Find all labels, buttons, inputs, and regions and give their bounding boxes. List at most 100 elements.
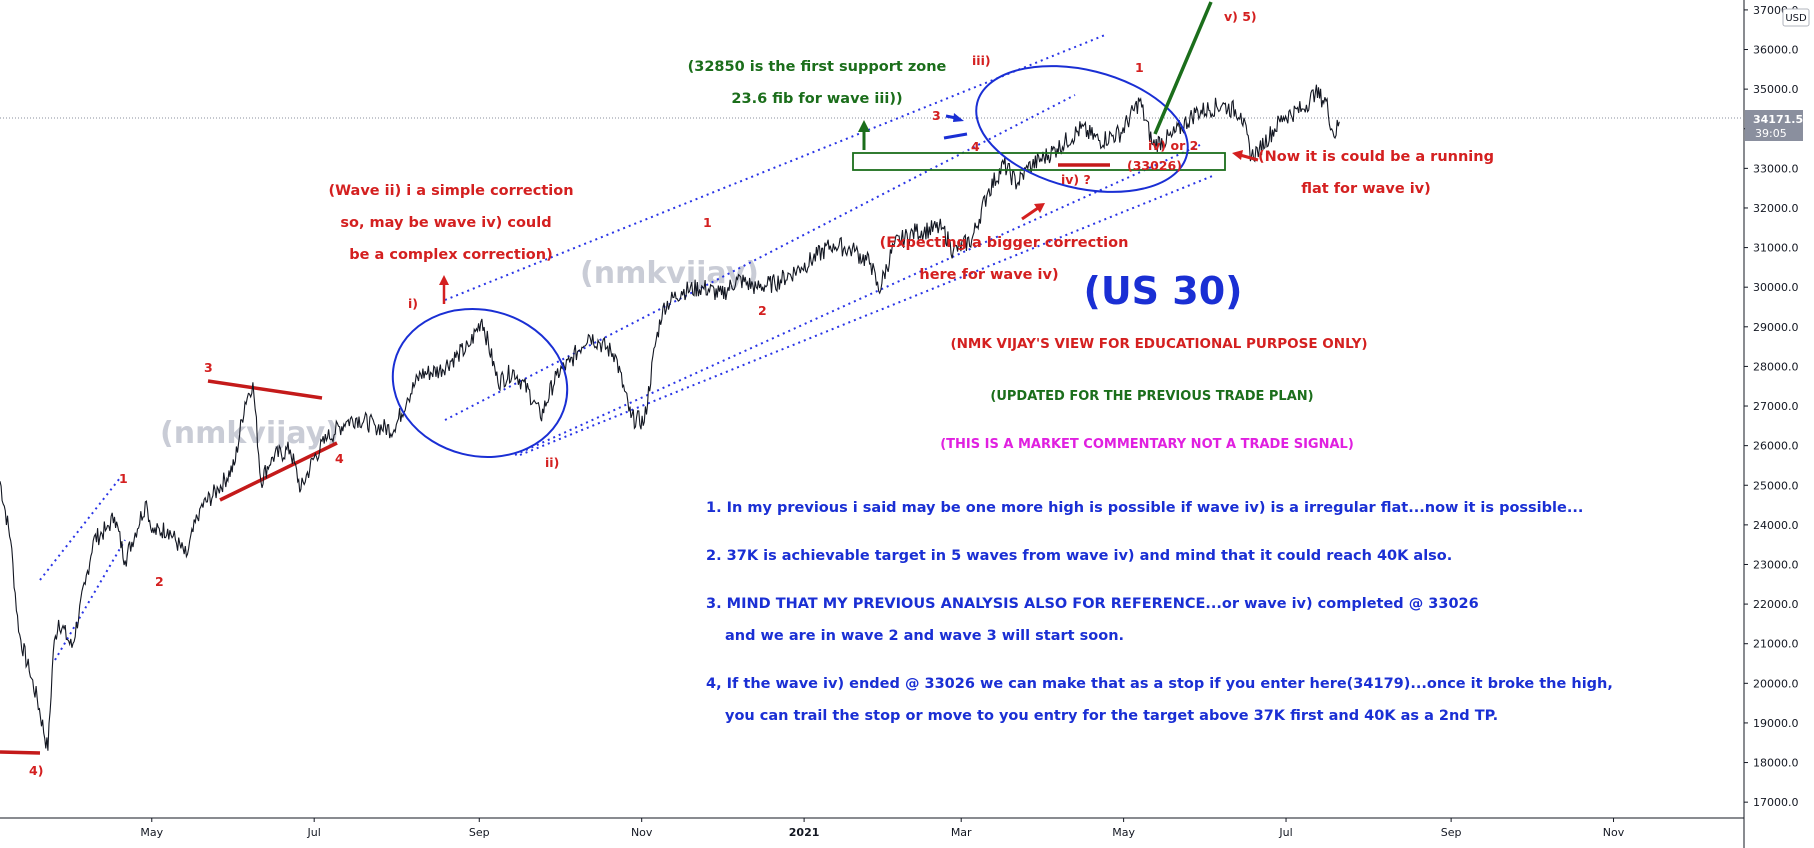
y-tick-label: 32000.0 bbox=[1753, 202, 1799, 215]
projection-line[interactable] bbox=[1153, 1, 1213, 135]
blue-segment bbox=[943, 132, 968, 140]
channel-lower-2[interactable] bbox=[519, 174, 1216, 456]
annotation-wave-ii-2: so, may be wave iv) could bbox=[340, 215, 551, 231]
annotation-running-flat-2: flat for wave iv) bbox=[1301, 181, 1431, 197]
wave-iv-ellipse[interactable] bbox=[963, 46, 1201, 213]
annotation-bigger-correction-1: (Expecting a bigger correction bbox=[880, 235, 1129, 251]
wave-1-channel[interactable] bbox=[39, 477, 121, 581]
annotation-wave-ii-3: be a complex correction) bbox=[349, 247, 552, 263]
y-tick-label: 17000.0 bbox=[1753, 796, 1799, 809]
annotation-running-flat-1: (Now it is could be a running bbox=[1258, 149, 1494, 165]
time-axis[interactable]: May Jul Sep Nov 2021 Mar May Jul Sep Nov bbox=[140, 818, 1625, 839]
arrow-left-red bbox=[1232, 150, 1259, 162]
y-tick-label: 29000.0 bbox=[1753, 321, 1799, 334]
wave-label: 2 bbox=[758, 303, 767, 318]
channel-lines[interactable] bbox=[39, 34, 1216, 661]
y-tick-label: 31000.0 bbox=[1753, 242, 1799, 255]
x-tick-label: 2021 bbox=[789, 826, 820, 839]
wave-label: 3 bbox=[932, 108, 941, 123]
y-tick-label: 19000.0 bbox=[1753, 717, 1799, 730]
x-tick-label: May bbox=[140, 826, 163, 839]
arrow-up-red bbox=[439, 275, 449, 304]
wave-label: 1 bbox=[703, 215, 712, 230]
x-tick-label: Mar bbox=[951, 826, 972, 839]
current-price-value: 34171.5 bbox=[1753, 113, 1803, 126]
wave-label: 1 bbox=[119, 471, 128, 486]
annotation-not-signal: (THIS IS A MARKET COMMENTARY NOT A TRADE… bbox=[940, 437, 1354, 452]
y-tick-label: 18000.0 bbox=[1753, 757, 1799, 770]
annotation-support-2: 23.6 fib for wave iii)) bbox=[731, 91, 902, 107]
y-tick-label: 22000.0 bbox=[1753, 598, 1799, 611]
x-tick-label: Jul bbox=[1278, 826, 1292, 839]
note-2: 2. 37K is achievable target in 5 waves f… bbox=[706, 548, 1452, 564]
wave-label: 3 bbox=[204, 360, 213, 375]
triangle-pattern[interactable] bbox=[0, 163, 1110, 755]
bar-countdown: 39:05 bbox=[1755, 127, 1787, 140]
wave-label: 4 bbox=[335, 451, 344, 466]
note-1: 1. In my previous i said may be one more… bbox=[706, 500, 1583, 516]
price-axis[interactable]: 17000.0 18000.0 19000.0 20000.0 21000.0 22000… bbox=[1744, 4, 1799, 809]
y-tick-label: 35000.0 bbox=[1753, 83, 1799, 96]
watermark-center: (nmkvijay) bbox=[580, 256, 759, 291]
arrow-diag-red bbox=[1021, 203, 1045, 221]
annotation-wave-ii-1: (Wave ii) i a simple correction bbox=[328, 183, 573, 199]
x-tick-label: Nov bbox=[1603, 826, 1625, 839]
currency-badge[interactable] bbox=[1782, 8, 1810, 27]
y-tick-label: 26000.0 bbox=[1753, 440, 1799, 453]
y-tick-label: 20000.0 bbox=[1753, 677, 1799, 690]
current-price-tag[interactable] bbox=[1745, 110, 1803, 141]
wave-label: v) 5) bbox=[1224, 9, 1257, 24]
y-tick-label: 36000.0 bbox=[1753, 44, 1799, 57]
plot-area[interactable] bbox=[0, 0, 1744, 818]
wave-label: 2 bbox=[155, 574, 164, 589]
arrow-right-blue bbox=[945, 113, 964, 122]
wave-label: ii) bbox=[545, 455, 559, 470]
currency-label: USD bbox=[1785, 13, 1807, 24]
annotation-low-value: (33026) bbox=[1127, 158, 1182, 173]
x-tick-label: Nov bbox=[631, 826, 653, 839]
triangle-lower[interactable] bbox=[219, 441, 338, 502]
x-tick-label: Jul bbox=[307, 826, 321, 839]
annotation-support-1: (32850 is the first support zone bbox=[688, 59, 947, 75]
price-series-line[interactable] bbox=[0, 84, 1340, 751]
arrow-up-green bbox=[858, 120, 870, 150]
y-tick-label: 33000.0 bbox=[1753, 162, 1799, 175]
watermark-left: (nmkvijay) bbox=[160, 416, 339, 451]
y-tick-label: 28000.0 bbox=[1753, 360, 1799, 373]
wave-labels: 4) 1 2 3 4 i) ii) 1 2 iii) 3 4 1 iv) or … bbox=[29, 9, 1257, 778]
y-tick-label: 27000.0 bbox=[1753, 400, 1799, 413]
analysis-notes: 1. In my previous i said may be one more… bbox=[706, 500, 1613, 724]
note-4-cont: you can trail the stop or move to you en… bbox=[725, 708, 1498, 724]
x-tick-label: Sep bbox=[1441, 826, 1462, 839]
wave-label: iv) or 2 bbox=[1148, 138, 1198, 153]
y-tick-label: 24000.0 bbox=[1753, 519, 1799, 532]
annotation-bigger-correction-2: here for wave iv) bbox=[919, 267, 1058, 283]
wave-label: i) bbox=[408, 296, 418, 311]
y-tick-label: 30000.0 bbox=[1753, 281, 1799, 294]
channel-mid[interactable] bbox=[444, 94, 1076, 421]
note-3-cont: and we are in wave 2 and wave 3 will sta… bbox=[725, 628, 1124, 644]
wave-1-channel-lower[interactable] bbox=[54, 539, 126, 661]
wave-4-low-mark[interactable] bbox=[0, 750, 41, 755]
wave-label: 4) bbox=[29, 763, 43, 778]
x-tick-label: Sep bbox=[469, 826, 490, 839]
annotations: (32850 is the first support zone 23.6 fi… bbox=[328, 59, 1494, 452]
note-3: 3. MIND THAT MY PREVIOUS ANALYSIS ALSO F… bbox=[706, 596, 1479, 612]
wave-label: 4 bbox=[971, 139, 980, 154]
chart-title: (US 30) bbox=[1083, 269, 1242, 313]
wave-ii-ellipse[interactable] bbox=[377, 291, 583, 475]
y-tick-label: 23000.0 bbox=[1753, 558, 1799, 571]
y-tick-label: 25000.0 bbox=[1753, 479, 1799, 492]
support-zone-box[interactable] bbox=[852, 152, 1226, 171]
annotation-updated: (UPDATED FOR THE PREVIOUS TRADE PLAN) bbox=[990, 389, 1313, 404]
x-tick-label: May bbox=[1112, 826, 1135, 839]
wave-label: iii) bbox=[972, 53, 991, 68]
annotation-disclaimer-edu: (NMK VIJAY'S VIEW FOR EDUCATIONAL PURPOS… bbox=[950, 336, 1367, 352]
wave-label: 1 bbox=[1135, 60, 1144, 75]
y-tick-label: 21000.0 bbox=[1753, 638, 1799, 651]
note-4: 4, If the wave iv) ended @ 33026 we can … bbox=[706, 676, 1613, 692]
triangle-upper[interactable] bbox=[207, 379, 323, 400]
wave-label: iv) ? bbox=[1061, 172, 1091, 187]
channel-upper[interactable] bbox=[444, 34, 1106, 301]
